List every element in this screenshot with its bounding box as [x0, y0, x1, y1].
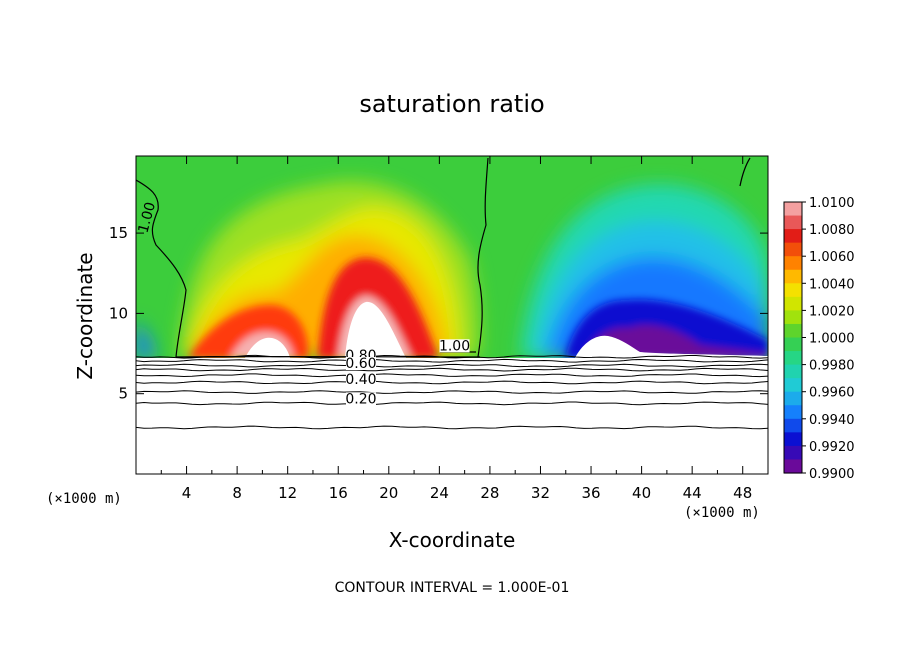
cloud-region-right — [575, 335, 768, 358]
colorbar-segment — [784, 229, 802, 244]
contour-1-00-left — [136, 179, 187, 358]
x-tick-label: 44 — [683, 484, 702, 502]
x-tick-label: 36 — [581, 484, 600, 502]
saturation-field — [136, 156, 768, 358]
contour-labels: 1.001.000.800.600.400.20 — [136, 200, 471, 407]
x-axis: 4 8 12 16 20 24 28 32 36 40 44 48 — [160, 156, 752, 502]
colorbar-label: 1.0040 — [809, 277, 855, 292]
contour-label-bg — [439, 339, 470, 353]
x-tick-label: 12 — [278, 484, 297, 502]
contour-lines — [136, 157, 768, 430]
contour-label-bg — [345, 357, 376, 370]
plot-frame — [135, 155, 769, 475]
colorbar-label: 0.9960 — [809, 386, 855, 401]
colorbar-label: 1.0020 — [809, 304, 855, 319]
colorbar: 1.0100 1.0080 1.0060 1.0040 1.0020 1.0000 0.99… — [783, 196, 855, 482]
x-tick-label: 4 — [182, 484, 192, 502]
colorbar-label: 1.0080 — [809, 223, 855, 238]
y-tick-label: 15 — [109, 224, 128, 242]
contour-label-bg — [345, 373, 376, 387]
colorbar-segment — [784, 418, 802, 433]
colorbar-segment — [784, 256, 802, 271]
colorbar-label: 0.9940 — [809, 413, 855, 428]
y-tick-label: 5 — [118, 385, 128, 403]
colorbar-segment — [784, 337, 802, 352]
x-axis-label: X-coordinate — [389, 528, 516, 552]
contour-interval-text: CONTOUR INTERVAL = 1.000E-01 — [335, 580, 570, 596]
contour-1-00-topright — [739, 157, 751, 187]
y-unit-label: (×1000 m) — [46, 491, 122, 507]
colorbar-label: 0.9900 — [809, 467, 855, 482]
colorbar-label: 0.9920 — [809, 440, 855, 455]
contour-line-lower — [136, 401, 768, 406]
contour-label: 1.00 — [136, 200, 160, 234]
y-axis-label: Z-coordinate — [73, 252, 97, 379]
cool-edge-left — [136, 320, 155, 358]
x-tick-label: 40 — [632, 484, 651, 502]
cloud-region-center — [345, 301, 406, 358]
contour-line-lower — [136, 425, 768, 430]
contour-line-lower — [136, 363, 768, 368]
lower-contours — [136, 354, 768, 430]
x-tick-label: 48 — [733, 484, 752, 502]
colorbar-label: 1.0100 — [809, 196, 855, 211]
x-tick-label: 32 — [531, 484, 550, 502]
colorbar-segment — [784, 405, 802, 420]
colorbar-segment — [784, 351, 802, 366]
colorbar-segment — [784, 445, 802, 461]
x-tick-label: 8 — [232, 484, 242, 502]
contour-label: 0.20 — [345, 391, 376, 407]
contour-line-lower — [136, 390, 768, 394]
colorbar-segment — [784, 323, 802, 339]
x-unit-label: (×1000 m) — [684, 505, 760, 521]
cloud-region-left — [245, 337, 290, 358]
x-tick-label: 16 — [329, 484, 348, 502]
colorbar-segment — [784, 283, 802, 298]
contour-label: 0.40 — [345, 372, 376, 388]
contour-label: 0.60 — [345, 356, 376, 372]
contour-1-00-center — [477, 157, 489, 358]
colorbar-label: 1.0060 — [809, 250, 855, 265]
contour-line-lower — [136, 354, 768, 359]
colorbar-segment — [784, 215, 802, 230]
contour-line-lower — [136, 373, 768, 378]
x-tick-label: 24 — [430, 484, 449, 502]
contour-line-lower — [136, 367, 768, 372]
contour-line-lower — [136, 358, 768, 363]
colorbar-label: 0.9980 — [809, 359, 855, 374]
y-axis: 5 10 15 — [109, 224, 768, 403]
chart-title: saturation ratio — [359, 90, 544, 118]
colorbar-segment — [784, 459, 802, 474]
colorbar-segment — [784, 378, 802, 393]
colorbar-segment — [784, 364, 802, 379]
colorbar-segment — [784, 202, 802, 217]
colorbar-segment — [784, 296, 802, 311]
colorbar-segment — [784, 310, 802, 325]
colorbar-segment — [784, 432, 802, 447]
x-tick-label: 28 — [480, 484, 499, 502]
contour-line-lower — [136, 380, 768, 385]
y-tick-label: 10 — [109, 304, 128, 322]
x-tick-label: 20 — [379, 484, 398, 502]
colorbar-segment — [784, 391, 802, 406]
colorbar-segment — [784, 269, 802, 284]
colorbar-segment — [784, 242, 802, 257]
contour-label: 1.00 — [439, 338, 470, 354]
colorbar-label: 1.0000 — [809, 332, 855, 347]
contour-label-bg — [345, 392, 376, 406]
